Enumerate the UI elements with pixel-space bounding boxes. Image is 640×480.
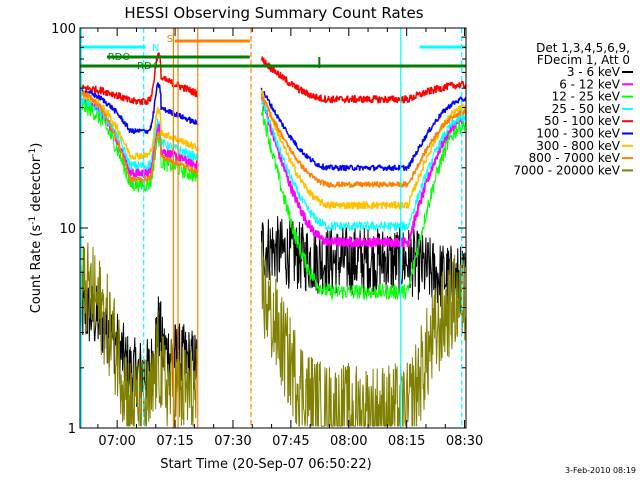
legend-label: 300 - 800 keV [536,139,620,153]
y-axis: 1 10 100 [51,22,466,437]
x-tick-label: 08:00 [330,434,367,449]
x-tick-label: 08:15 [388,434,425,449]
legend-label: 12 - 25 keV [552,90,621,104]
legend-label: 50 - 100 keV [544,114,621,128]
legend-header-line-2: FDecim 1, Att 0 [537,53,630,67]
legend-label: 6 - 12 keV [559,77,621,91]
flag-label: S [167,34,173,45]
flag-label: RD4 [137,61,158,72]
legend: Det 1,3,4,5,6,9, FDecim 1, Att 0 3 - 6 k… [513,41,633,177]
legend-label: 3 - 6 keV [567,65,621,79]
x-tick-label: 07:15 [156,434,193,449]
flag-label: RDO [108,52,131,63]
y-tick-label: 1 [68,422,76,437]
legend-label: 25 - 50 keV [552,102,621,116]
x-tick-label: 07:30 [214,434,251,449]
y-tick-label: 10 [59,222,76,237]
series-line [80,96,466,232]
y-axis-label: Count Rate (s-1 detector-1) [28,143,44,314]
x-tick-label: 07:45 [272,434,309,449]
y-tick-label: 100 [51,22,76,37]
x-tick-label: 07:00 [98,434,135,449]
legend-label: 100 - 300 keV [536,127,620,141]
plot-area: N RDO RD4 S [80,28,466,428]
x-axis: 07:00 07:15 07:30 07:45 08:00 08:15 08:30 [97,28,483,449]
footer-date: 3-Feb-2010 08:19 [565,466,636,475]
flag-label: N [152,43,159,54]
legend-label: 800 - 7000 keV [529,151,621,165]
x-axis-label: Start Time (20-Sep-07 06:50:22) [160,457,371,472]
chart-title: HESSI Observing Summary Count Rates [124,4,423,22]
legend-header-line-1: Det 1,3,4,5,6,9, [536,41,630,55]
legend-label: 7000 - 20000 keV [513,163,620,177]
x-tick-label: 08:30 [446,434,483,449]
